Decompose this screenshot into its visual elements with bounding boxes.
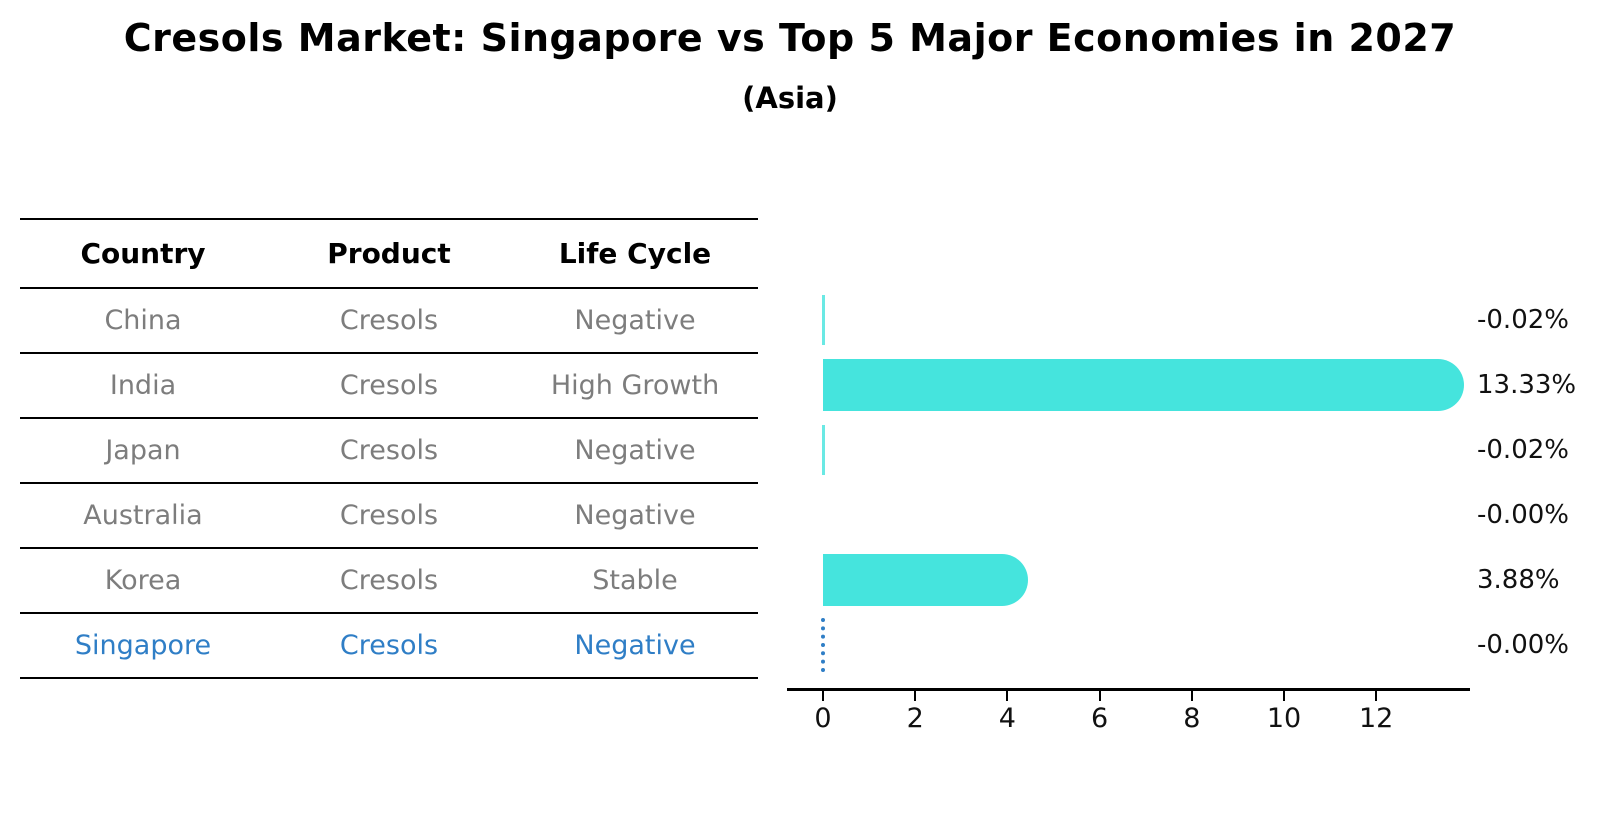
column-header: Life Cycle bbox=[558, 237, 712, 270]
value-bar bbox=[823, 553, 1028, 606]
life-cycle-cell: Negative bbox=[574, 435, 696, 466]
value-bar-near-zero bbox=[822, 424, 825, 475]
country-cell: China bbox=[104, 305, 182, 336]
x-axis-line bbox=[787, 688, 1470, 691]
value-label: -0.00% bbox=[1477, 629, 1569, 660]
product-cell: Cresols bbox=[339, 500, 439, 531]
singapore-zero-bar bbox=[821, 617, 825, 672]
chart-title: Cresols Market: Singapore vs Top 5 Major… bbox=[123, 16, 1457, 60]
life-cycle-cell: Negative bbox=[574, 630, 696, 661]
x-axis-tick bbox=[822, 691, 824, 701]
column-header: Country bbox=[80, 237, 206, 270]
x-axis-tick bbox=[1006, 691, 1009, 701]
x-axis-tick bbox=[1098, 691, 1101, 701]
country-cell: India bbox=[109, 370, 177, 401]
x-axis-tick-label: 4 bbox=[998, 703, 1016, 734]
chart-subtitle: (Asia) bbox=[742, 81, 838, 115]
x-axis-tick bbox=[1283, 691, 1285, 701]
value-label: 13.33% bbox=[1477, 369, 1577, 400]
x-axis-tick-label: 10 bbox=[1266, 703, 1302, 734]
country-cell: Japan bbox=[105, 435, 181, 466]
product-cell: Cresols bbox=[339, 565, 439, 596]
table-row: India Cresols High Growth bbox=[20, 354, 758, 419]
value-label: -0.02% bbox=[1477, 304, 1569, 335]
product-cell: Cresols bbox=[339, 370, 439, 401]
life-cycle-cell: Negative bbox=[574, 500, 696, 531]
x-axis-tick-label: 0 bbox=[814, 703, 832, 734]
life-cycle-cell: High Growth bbox=[550, 370, 720, 401]
product-cell: Cresols bbox=[339, 305, 439, 336]
country-cell: Singapore bbox=[74, 630, 212, 661]
table-header-row: Country Product Life Cycle bbox=[20, 220, 758, 289]
country-table: Country Product Life Cycle China Cresols Nega… bbox=[20, 218, 758, 679]
value-bar-near-zero bbox=[822, 294, 825, 345]
value-label: -0.02% bbox=[1477, 434, 1569, 465]
x-axis-tick-label: 6 bbox=[1091, 703, 1109, 734]
x-axis-tick bbox=[1190, 691, 1193, 701]
value-label: -0.00% bbox=[1477, 499, 1569, 530]
life-cycle-cell: Negative bbox=[574, 305, 696, 336]
product-cell: Cresols bbox=[339, 435, 439, 466]
product-cell: Cresols bbox=[339, 630, 439, 661]
life-cycle-cell: Stable bbox=[592, 565, 678, 596]
table-row: Korea Cresols Stable bbox=[20, 549, 758, 614]
table-row: China Cresols Negative bbox=[20, 289, 758, 354]
x-axis-tick-label: 2 bbox=[906, 703, 924, 734]
country-cell: Australia bbox=[83, 500, 203, 531]
x-axis-tick bbox=[1375, 691, 1378, 701]
table-row: Japan Cresols Negative bbox=[20, 419, 758, 484]
x-axis-tick-label: 8 bbox=[1183, 703, 1201, 734]
value-label: 3.88% bbox=[1477, 564, 1560, 595]
x-axis-tick-label: 12 bbox=[1359, 703, 1394, 734]
value-bar bbox=[823, 358, 1464, 411]
table-row: Singapore Cresols Negative bbox=[20, 614, 758, 679]
x-axis-tick bbox=[914, 691, 917, 701]
country-cell: Korea bbox=[104, 565, 182, 596]
table-row: Australia Cresols Negative bbox=[20, 484, 758, 549]
column-header: Product bbox=[327, 237, 451, 270]
